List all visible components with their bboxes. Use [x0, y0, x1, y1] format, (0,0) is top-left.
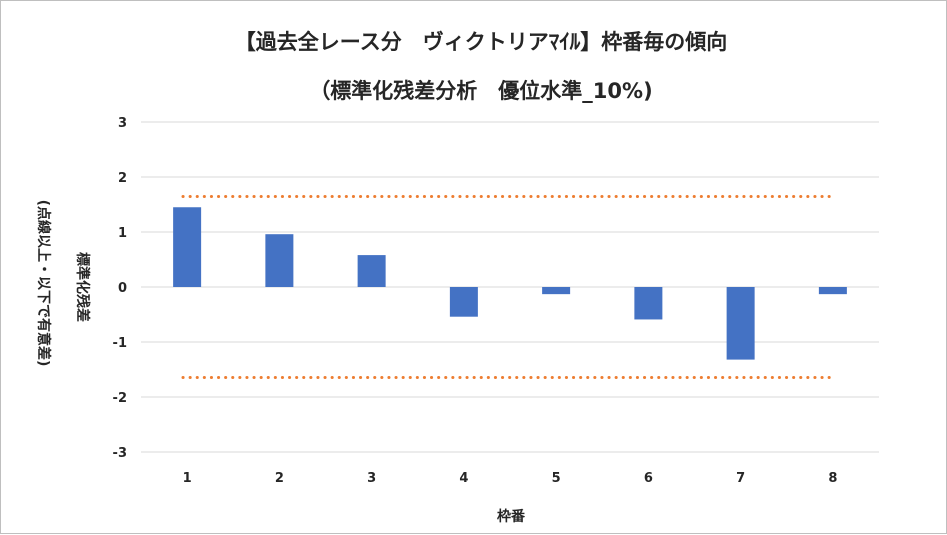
x-tick-label: 2 — [275, 471, 284, 486]
bar — [542, 287, 571, 295]
y-tick-label: 1 — [118, 226, 127, 241]
x-tick-label: 4 — [459, 471, 468, 486]
y-axis-sublabel: (点線以上・以下で有意差) — [35, 200, 52, 367]
x-tick-labels: 1 2 3 4 5 6 7 8 — [183, 471, 838, 486]
bars — [173, 207, 847, 360]
bar — [634, 287, 663, 320]
bar — [726, 287, 755, 360]
x-tick-label: 1 — [183, 471, 192, 486]
threshold-lines — [181, 195, 837, 379]
bar — [357, 255, 386, 287]
x-axis-label: 枠番 — [497, 508, 526, 525]
chart-subtitle: （標準化残差分析 優位水準_10%) — [309, 79, 652, 103]
y-tick-label: -1 — [113, 336, 127, 351]
x-tick-label: 5 — [552, 471, 561, 486]
bar — [818, 287, 847, 295]
bar — [173, 207, 202, 287]
bar — [265, 234, 294, 287]
gridlines — [141, 121, 879, 453]
y-tick-label: -2 — [113, 391, 127, 406]
y-tick-label: -3 — [113, 446, 127, 461]
y-tick-label: 2 — [118, 171, 127, 186]
x-tick-label: 8 — [828, 471, 837, 486]
y-axis-label: 標準化残差 — [74, 252, 91, 322]
y-tick-label: 3 — [118, 116, 127, 131]
chart-title: 【過去全レース分 ヴィクトリアﾏｲﾙ】枠番毎の傾向 — [235, 30, 727, 54]
y-tick-label: 0 — [118, 281, 127, 296]
x-tick-label: 7 — [736, 471, 745, 486]
bar — [449, 287, 478, 317]
y-tick-labels: 3 2 1 0 -1 -2 -3 — [113, 116, 127, 461]
x-tick-label: 3 — [367, 471, 376, 486]
x-tick-label: 6 — [644, 471, 653, 486]
